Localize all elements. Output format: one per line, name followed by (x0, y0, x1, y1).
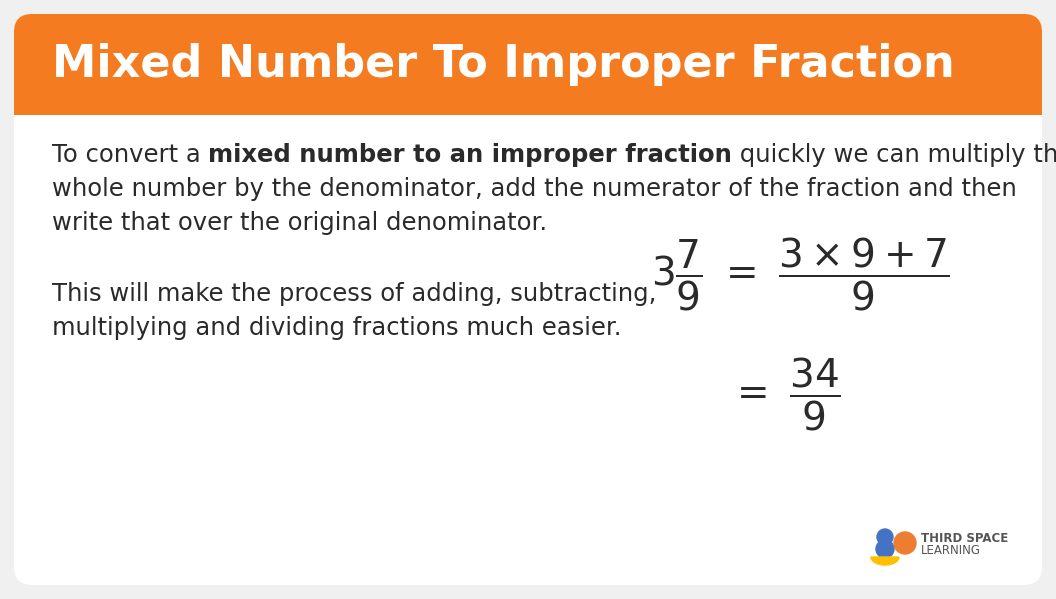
Text: multiplying and dividing fractions much easier.: multiplying and dividing fractions much … (52, 316, 622, 340)
Text: write that over the original denominator.: write that over the original denominator… (52, 211, 547, 235)
Text: whole number by the denominator, add the numerator of the fraction and then: whole number by the denominator, add the… (52, 177, 1017, 201)
Text: To convert a: To convert a (52, 143, 208, 167)
Text: LEARNING: LEARNING (921, 543, 981, 556)
Polygon shape (871, 557, 899, 565)
Text: $=\ \dfrac{34}{9}$: $=\ \dfrac{34}{9}$ (729, 355, 841, 432)
Text: THIRD SPACE: THIRD SPACE (921, 531, 1008, 544)
FancyBboxPatch shape (14, 14, 1042, 585)
Bar (14, 85, 1042, 115)
Circle shape (894, 532, 916, 554)
FancyBboxPatch shape (14, 14, 1042, 115)
Text: mixed number to an improper fraction: mixed number to an improper fraction (208, 143, 733, 167)
Text: This will make the process of adding, subtracting,: This will make the process of adding, su… (52, 282, 657, 307)
Text: Mixed Number To Improper Fraction: Mixed Number To Improper Fraction (52, 43, 955, 86)
Text: quickly we can multiply the: quickly we can multiply the (733, 143, 1056, 167)
Circle shape (876, 540, 894, 558)
Circle shape (876, 529, 893, 545)
Text: $3\dfrac{7}{9}\ =\ \dfrac{3 \times 9 + 7}{9}$: $3\dfrac{7}{9}\ =\ \dfrac{3 \times 9 + 7… (650, 235, 949, 313)
